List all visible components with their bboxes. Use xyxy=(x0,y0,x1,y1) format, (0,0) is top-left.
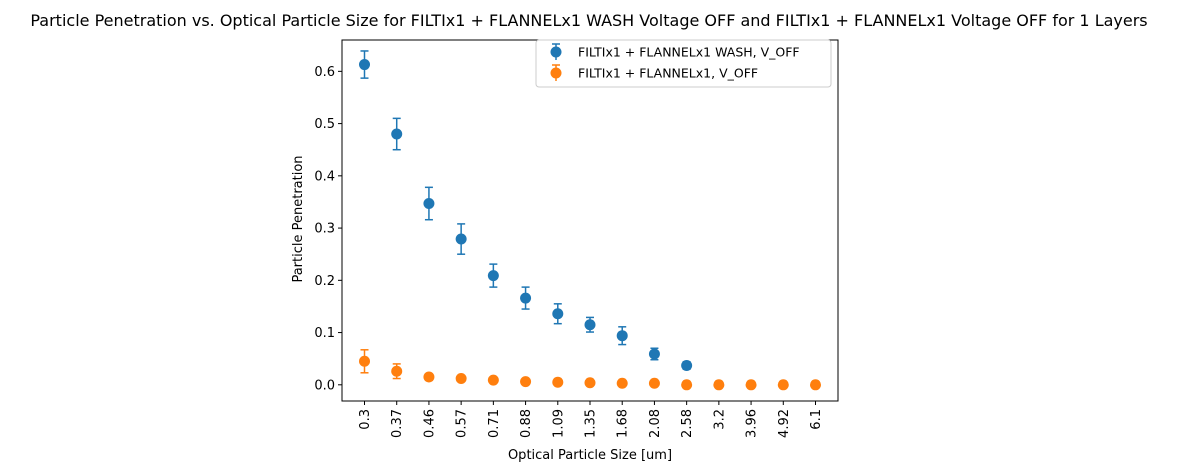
point-1-1 xyxy=(391,365,403,377)
x-tick-label-12: 3.96 xyxy=(745,409,760,438)
x-tick-label-7: 1.35 xyxy=(584,409,599,438)
point-0-6 xyxy=(552,308,564,320)
x-tick-label-6: 1.09 xyxy=(551,409,566,438)
y-tick-label-3: 0.3 xyxy=(314,222,335,237)
legend-label-0: FILTIx1 + FLANNELx1 WASH, V_OFF xyxy=(578,45,800,60)
point-1-11 xyxy=(713,379,725,391)
point-1-8 xyxy=(616,377,628,389)
legend-items: FILTIx1 + FLANNELx1 WASH, V_OFF FILTIx1 +… xyxy=(550,43,800,81)
point-1-4 xyxy=(487,374,499,386)
legend-label-1: FILTIx1 + FLANNELx1, V_OFF xyxy=(578,66,758,81)
x-tick-label-14: 6.1 xyxy=(809,409,824,430)
point-1-12 xyxy=(745,379,757,391)
point-0-4 xyxy=(487,270,499,282)
point-1-14 xyxy=(810,379,821,391)
point-1-5 xyxy=(520,376,532,388)
x-tick-label-8: 1.68 xyxy=(616,409,631,438)
point-1-10 xyxy=(681,379,693,391)
point-1-2 xyxy=(423,371,435,383)
x-tick-label-0: 0.3 xyxy=(358,409,373,430)
x-tick-label-11: 3.2 xyxy=(712,409,727,430)
y-tick-label-0: 0.0 xyxy=(314,378,335,393)
point-0-2 xyxy=(423,198,435,210)
chart-title: Particle Penetration vs. Optical Particl… xyxy=(30,11,1147,30)
series-layer xyxy=(359,50,821,391)
point-0-0 xyxy=(359,59,370,71)
x-tick-label-2: 0.46 xyxy=(422,409,437,438)
y-tick-label-1: 0.1 xyxy=(314,326,335,341)
point-1-7 xyxy=(584,377,596,389)
x-tick-label-5: 0.88 xyxy=(519,409,534,438)
y-axis: 0.0 0.1 0.2 0.3 0.4 0.5 0.6 xyxy=(314,65,342,393)
x-tick-label-4: 0.71 xyxy=(487,409,502,438)
legend-marker-1 xyxy=(550,67,562,79)
legend-box xyxy=(535,39,832,88)
y-tick-label-2: 0.2 xyxy=(314,274,335,289)
point-1-3 xyxy=(455,373,467,385)
point-1-9 xyxy=(648,377,660,389)
point-0-3 xyxy=(455,233,467,245)
point-0-5 xyxy=(520,292,532,304)
point-1-13 xyxy=(777,379,789,391)
x-tick-label-1: 0.37 xyxy=(390,409,405,438)
y-tick-label-6: 0.6 xyxy=(314,65,335,80)
y-axis-label: Particle Penetration xyxy=(291,155,306,282)
x-tick-label-13: 4.92 xyxy=(777,409,792,438)
y-tick-label-4: 0.4 xyxy=(314,169,335,184)
x-axis-label: Optical Particle Size [um] xyxy=(508,448,672,463)
x-axis: 0.3 0.37 0.46 0.57 0.71 0.88 1.09 1.35 1.68 2.08 2… xyxy=(358,401,824,438)
plot-area xyxy=(342,40,838,401)
point-1-0 xyxy=(359,355,370,367)
series-1 xyxy=(359,349,821,391)
point-1-6 xyxy=(552,376,564,388)
legend: FILTIx1 + FLANNELx1 WASH, V_OFF FILTIx1 +… xyxy=(535,39,832,88)
point-0-9 xyxy=(648,348,660,360)
point-0-10 xyxy=(681,359,693,371)
point-0-7 xyxy=(584,319,596,331)
x-tick-label-3: 0.57 xyxy=(455,409,470,438)
point-0-8 xyxy=(616,330,628,342)
series-0 xyxy=(359,50,693,371)
point-0-1 xyxy=(391,128,403,140)
x-tick-label-9: 2.08 xyxy=(648,409,663,438)
legend-marker-0 xyxy=(550,46,562,58)
x-tick-label-10: 2.58 xyxy=(680,409,695,438)
y-tick-label-5: 0.5 xyxy=(314,117,335,132)
